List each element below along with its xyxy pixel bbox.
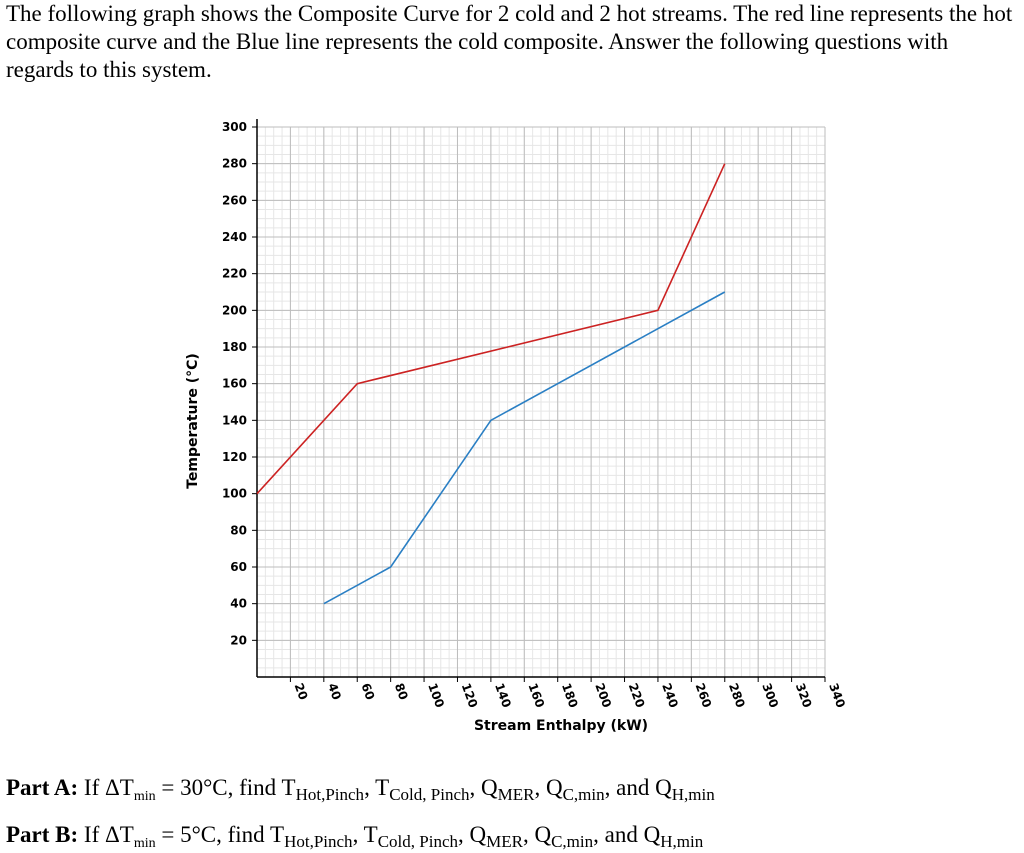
part-b-text: , and Q (593, 822, 661, 847)
y-tick-label: 260 (222, 193, 247, 207)
axes (252, 119, 826, 682)
y-tick-label: 80 (230, 523, 247, 537)
x-tick-label: 40 (325, 681, 344, 701)
y-tick-label: 160 (222, 377, 247, 391)
part-a-text: , Q (469, 775, 498, 800)
part-a-text: = 30°C, find T (155, 775, 296, 800)
cold-composite-line (323, 291, 726, 605)
part-a-text: If ΔT (83, 775, 134, 800)
part-b-text: , T (352, 822, 378, 847)
y-tick-label: 120 (222, 450, 247, 464)
minor-grid (256, 126, 826, 678)
x-tick-label: 260 (693, 681, 715, 709)
y-tick-label: 240 (222, 230, 247, 244)
part-b-sub: Cold, Pinch (377, 832, 458, 851)
part-a-label: Part A: (6, 775, 79, 800)
y-tick-label: 100 (222, 487, 247, 501)
x-tick-label: 300 (759, 681, 781, 709)
part-b-question: Part B: If ΔTmin = 5°C, find THot,Pinch,… (6, 822, 1016, 852)
y-tick-label: 280 (222, 157, 247, 171)
part-b-sub: H,min (660, 832, 704, 851)
x-tick-label: 320 (793, 681, 815, 709)
x-axis-label: Stream Enthalpy (kW) (474, 718, 648, 734)
y-tick-label: 140 (222, 413, 247, 427)
series-lines (256, 163, 726, 605)
part-a-sub: Cold, Pinch (389, 785, 470, 804)
major-grid (257, 126, 826, 677)
part-a-text: , and Q (604, 775, 672, 800)
part-a-sub: H,min (671, 785, 715, 804)
x-tick-label: 80 (392, 681, 411, 701)
y-axis-label: Temperature (°C) (185, 353, 201, 489)
part-b-text: = 5°C, find T (155, 822, 285, 847)
composite-curve-chart: 20 40 60 80 100 120 140 160 180 200 220 240 260 280 30… (185, 119, 848, 734)
part-b-text: , Q (458, 822, 487, 847)
y-tick-label: 180 (222, 340, 247, 354)
y-tick-label: 220 (222, 267, 247, 281)
part-a-text: , Q (534, 775, 563, 800)
x-tick-label: 340 (826, 681, 848, 709)
part-a-sub: min (133, 789, 156, 804)
y-tick-label: 40 (230, 597, 247, 611)
part-b-sub: MER (486, 832, 523, 851)
part-a-sub: C,min (562, 785, 605, 804)
x-tick-label: 160 (525, 681, 547, 709)
part-a-sub: Hot,Pinch (295, 785, 365, 804)
x-tick-label: 100 (425, 681, 447, 709)
x-tick-label: 220 (626, 681, 648, 709)
part-a-sub: MER (497, 785, 535, 804)
part-b-label: Part B: (6, 822, 79, 847)
x-tick-label: 200 (592, 681, 614, 709)
part-b-sub: C,min (551, 832, 594, 851)
x-tick-label: 20 (292, 681, 311, 701)
part-a-text: , T (364, 775, 390, 800)
x-tick-label: 120 (459, 681, 481, 709)
part-b-text: If ΔT (83, 822, 134, 847)
x-tick-label: 180 (559, 681, 581, 709)
part-b-sub: Hot,Pinch (284, 832, 353, 851)
y-tick-label: 300 (222, 120, 247, 134)
part-b-sub: min (133, 836, 156, 851)
x-tick-label: 240 (659, 681, 681, 709)
y-tick-label: 200 (222, 303, 247, 317)
question-intro: The following graph shows the Composite … (6, 1, 1013, 82)
x-tick-label: 280 (726, 681, 748, 709)
x-tick-label: 140 (492, 681, 514, 709)
part-a-question: Part A: If ΔTmin = 30°C, find THot,Pinch… (6, 775, 1016, 805)
y-tick-label: 60 (230, 560, 247, 574)
hot-composite-line (256, 163, 726, 495)
part-b-text: , Q (522, 822, 552, 847)
y-tick-label: 20 (230, 633, 247, 647)
x-tick-label: 60 (358, 681, 377, 701)
